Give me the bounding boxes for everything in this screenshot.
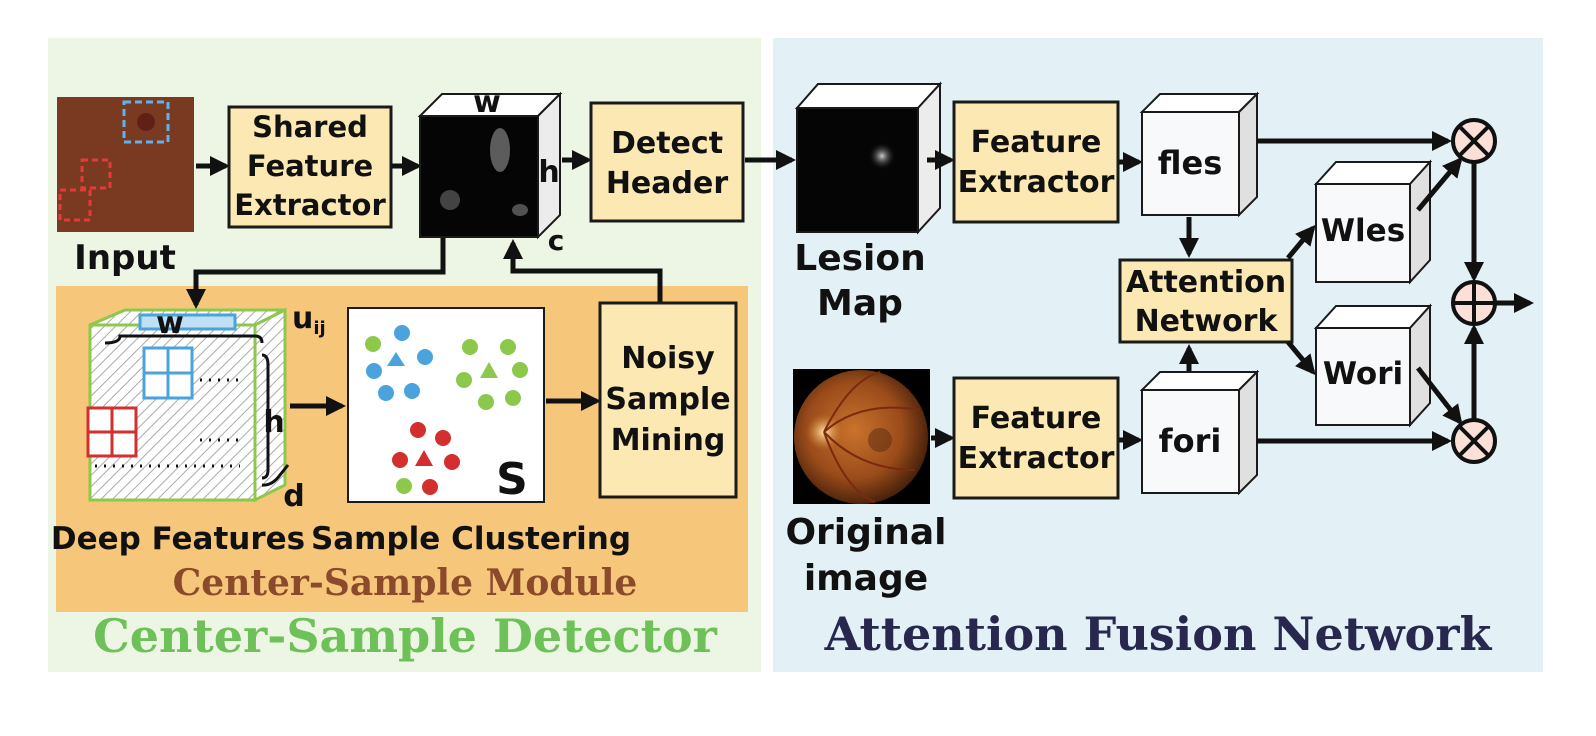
detect-header-box: Detect Header xyxy=(589,101,745,223)
noisy-line-2: Sample xyxy=(605,382,730,417)
attention-network-line-2: Network xyxy=(1135,304,1279,339)
wles-label: Wles xyxy=(1321,213,1405,249)
deep-dim-u: uij xyxy=(292,301,326,339)
right-title: Attention Fusion Network xyxy=(824,607,1493,661)
feature-extractor-top-line-2: Extractor xyxy=(958,165,1115,200)
deep-dim-u-main: u xyxy=(292,301,313,336)
left-title: Center-Sample Detector xyxy=(93,609,717,663)
lesion-map-line-2: Map xyxy=(817,283,903,324)
cube-dim-h: h xyxy=(538,155,559,190)
shared-feature-extractor-box: Shared Feature Extractor xyxy=(227,105,393,229)
cube-dim-w: w xyxy=(473,85,501,120)
deep-features-cube xyxy=(86,307,290,503)
module-title: Center-Sample Module xyxy=(173,562,638,604)
feature-extractor-bottom-line-2: Extractor xyxy=(958,441,1115,476)
input-image xyxy=(57,97,194,232)
deep-features-label: Deep Features xyxy=(51,521,305,557)
deep-dim-u-sub: ij xyxy=(313,318,325,339)
deep-dim-w: w xyxy=(156,306,184,341)
fori-cube xyxy=(1139,369,1260,496)
cube-dim-c: c xyxy=(548,224,565,257)
detect-header-line-1: Detect xyxy=(611,126,723,161)
lesion-map-line-1: Lesion xyxy=(794,238,925,279)
original-image-line-2: image xyxy=(804,558,928,599)
wori-label: Wori xyxy=(1323,356,1403,392)
feature-extractor-bottom-box: Feature Extractor xyxy=(952,376,1120,500)
attention-network-box: Attention Network xyxy=(1118,258,1294,344)
original-image-line-1: Original xyxy=(785,512,946,553)
original-fundus-image xyxy=(793,369,930,504)
feature-extractor-bottom-line-1: Feature xyxy=(971,401,1102,436)
add-operator xyxy=(1451,280,1497,326)
sample-clustering-box xyxy=(347,307,545,503)
attention-network-line-1: Attention xyxy=(1126,265,1286,300)
deep-dim-h: h xyxy=(263,405,284,440)
feature-map-cube xyxy=(417,91,563,240)
detect-header-line-2: Header xyxy=(606,166,729,201)
shared-extractor-line-1: Shared xyxy=(252,110,368,144)
shared-extractor-line-2: Feature xyxy=(247,149,373,183)
fles-cube xyxy=(1139,91,1260,218)
wori-cube xyxy=(1313,303,1433,428)
lesion-map-image xyxy=(794,81,943,235)
deep-dim-d: d xyxy=(283,479,304,514)
cluster-symbol: S xyxy=(496,454,528,505)
fles-label: fles xyxy=(1158,144,1222,182)
feature-extractor-top-box: Feature Extractor xyxy=(952,100,1120,224)
feature-extractor-top-line-1: Feature xyxy=(971,125,1102,160)
sample-clustering-label: Sample Clustering xyxy=(311,521,631,557)
shared-extractor-line-3: Extractor xyxy=(234,188,386,222)
fori-label: fori xyxy=(1159,422,1222,460)
input-label: Input xyxy=(74,238,176,278)
wles-cube xyxy=(1313,159,1433,285)
noisy-sample-mining-box: Noisy Sample Mining xyxy=(598,301,738,499)
noisy-line-3: Mining xyxy=(611,423,726,458)
multiply-operator-bottom xyxy=(1451,418,1497,464)
multiply-operator-top xyxy=(1451,118,1497,164)
noisy-line-1: Noisy xyxy=(621,341,715,376)
